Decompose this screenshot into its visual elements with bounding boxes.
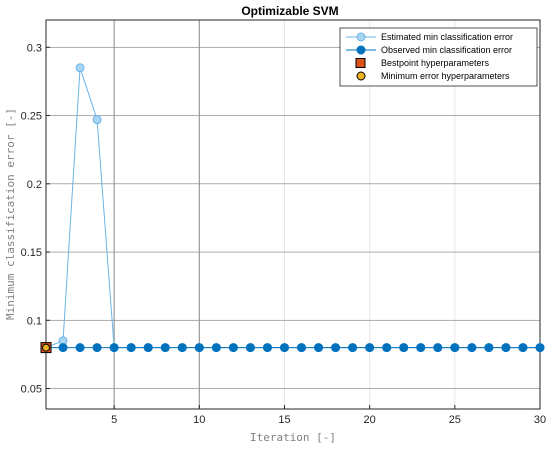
y-tick-label: 0.1 (27, 315, 42, 327)
legend-point (356, 32, 366, 42)
data-point (535, 343, 545, 353)
legend-label: Minimum error hyperparameters (381, 71, 510, 81)
data-point (467, 343, 477, 353)
data-point (109, 343, 119, 353)
data-point (518, 343, 528, 353)
chart-title: Optimizable SVM (241, 4, 338, 18)
legend-label: Bestpoint hyperparameters (381, 58, 490, 68)
data-point (450, 343, 460, 353)
data-point (382, 343, 392, 353)
data-point (92, 343, 102, 353)
special-markers (40, 342, 52, 354)
data-point (75, 343, 85, 353)
min-error-marker (42, 343, 50, 352)
legend-label: Estimated min classification error (381, 32, 513, 42)
data-point (177, 343, 187, 353)
y-tick-label: 0.05 (21, 384, 42, 396)
data-point (228, 343, 238, 353)
data-point (92, 115, 102, 125)
y-tick-label: 0.3 (27, 42, 42, 54)
x-tick-label: 25 (449, 414, 461, 426)
data-point (501, 343, 511, 353)
data-point (348, 343, 358, 353)
data-point (211, 343, 221, 353)
legend-box (339, 27, 538, 87)
x-tick-label: 5 (111, 414, 117, 426)
data-point (433, 343, 443, 353)
y-axis-label: Minimum classification error [-] (4, 108, 17, 320)
data-point (416, 343, 426, 353)
data-point (279, 343, 289, 353)
x-axis-label: Iteration [-] (250, 431, 336, 444)
legend-circle (356, 71, 366, 81)
series (41, 63, 545, 353)
legend-point (356, 45, 366, 55)
y-tick-label: 0.2 (27, 179, 42, 191)
legend-square (355, 58, 366, 68)
data-point (126, 343, 136, 353)
plot-area (45, 19, 541, 410)
data-point (262, 343, 272, 353)
data-point (160, 343, 170, 353)
series-line (45, 67, 540, 349)
legend: Estimated min classification error Observ… (339, 27, 538, 87)
iteration-markers (113, 20, 200, 409)
x-tick-label: 15 (278, 414, 290, 426)
legend-label: Observed min classification error (381, 45, 512, 55)
data-point (365, 343, 375, 353)
data-point (314, 343, 324, 353)
data-point (143, 343, 153, 353)
data-point (331, 343, 341, 353)
y-axis-ticks: 0.05 0.1 0.15 0.2 0.25 0.3 (21, 42, 50, 396)
y-tick-label: 0.15 (21, 247, 42, 259)
data-point (399, 343, 409, 353)
data-point (75, 63, 85, 73)
data-point (484, 343, 494, 353)
x-tick-label: 20 (364, 414, 376, 426)
data-point (194, 343, 204, 353)
x-tick-label: 30 (534, 414, 546, 426)
data-point (297, 343, 307, 353)
data-point (245, 343, 255, 353)
x-tick-label: 10 (193, 414, 205, 426)
y-tick-label: 0.25 (21, 111, 42, 123)
data-point (58, 343, 68, 353)
x-axis-ticks: 5 10 15 20 25 30 (111, 405, 546, 426)
